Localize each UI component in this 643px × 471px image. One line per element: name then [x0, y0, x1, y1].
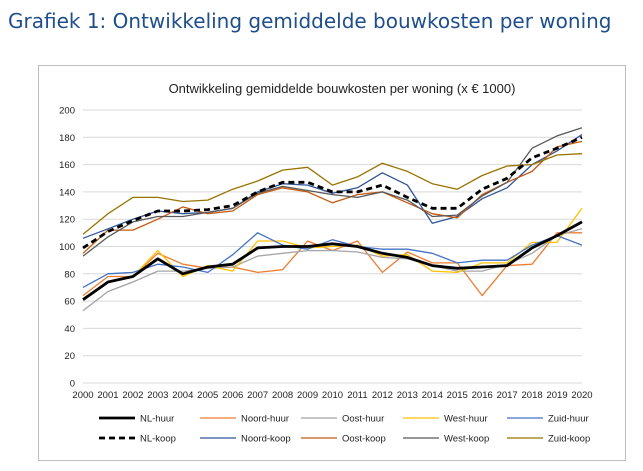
x-tick-label: 2015 — [447, 390, 468, 401]
y-tick-label: 20 — [64, 351, 75, 362]
x-tick-label: 2000 — [72, 390, 93, 401]
y-tick-label: 180 — [59, 133, 75, 144]
series-line-west-koop — [82, 127, 583, 257]
y-axis-ticks: 0 20 40 60 80 100 120 140 160 180 200 — [59, 106, 75, 390]
legend-label-west-koop: West-koop — [444, 434, 489, 445]
x-tick-label: 2006 — [222, 390, 243, 401]
series-line-zuid-koop — [82, 153, 583, 235]
x-axis-ticks: 2000 2001 2002 2003 2004 2005 2006 2007 2008 2009… — [72, 390, 592, 401]
series-line-nl-koop — [82, 136, 583, 250]
legend-label-nl-koop: NL-koop — [140, 434, 176, 445]
series-line-noord-koop — [82, 134, 583, 239]
legend: NL-huur Noord-huur Oost-huur West-huur Zuid-… — [99, 414, 590, 445]
x-tick-label: 2019 — [546, 390, 567, 401]
y-tick-label: 40 — [64, 324, 75, 335]
chart-frame: Ontwikkeling gemiddelde bouwkosten per w… — [38, 65, 626, 461]
x-tick-label: 2003 — [147, 390, 168, 401]
x-tick-label: 2008 — [272, 390, 293, 401]
series-line-oost-huur — [82, 228, 583, 312]
y-tick-label: 200 — [59, 106, 75, 117]
page-title: Grafiek 1: Ontwikkeling gemiddelde bouwk… — [8, 9, 612, 33]
x-tick-label: 2010 — [322, 390, 343, 401]
y-tick-label: 80 — [64, 269, 75, 280]
x-tick-label: 2002 — [122, 390, 143, 401]
legend-label-noord-huur: Noord-huur — [241, 414, 289, 425]
legend-label-oost-koop: Oost-koop — [342, 434, 386, 445]
y-tick-label: 100 — [59, 242, 75, 253]
x-tick-label: 2016 — [472, 390, 493, 401]
x-tick-label: 2017 — [497, 390, 518, 401]
x-tick-label: 2014 — [422, 390, 443, 401]
legend-label-zuid-huur: Zuid-huur — [548, 414, 589, 425]
y-tick-label: 160 — [59, 160, 75, 171]
legend-label-nl-huur: NL-huur — [140, 414, 174, 425]
x-tick-label: 2004 — [172, 390, 193, 401]
series-line-west-huur — [82, 207, 583, 299]
x-tick-label: 2001 — [97, 390, 118, 401]
y-tick-label: 0 — [70, 379, 75, 390]
x-tick-label: 2013 — [397, 390, 418, 401]
legend-label-oost-huur: Oost-huur — [342, 414, 384, 425]
series-lines — [82, 127, 583, 312]
x-tick-label: 2005 — [197, 390, 218, 401]
x-tick-label: 2012 — [372, 390, 393, 401]
y-tick-label: 140 — [59, 187, 75, 198]
legend-label-noord-koop: Noord-koop — [241, 434, 291, 445]
x-tick-label: 2018 — [522, 390, 543, 401]
y-tick-label: 60 — [64, 297, 75, 308]
x-tick-label: 2007 — [247, 390, 268, 401]
x-tick-label: 2011 — [347, 390, 367, 401]
series-line-nl-huur — [82, 220, 583, 301]
x-tick-label: 2020 — [571, 390, 592, 401]
line-chart: Ontwikkeling gemiddelde bouwkosten per w… — [59, 81, 592, 445]
legend-label-zuid-koop: Zuid-koop — [548, 434, 590, 445]
x-tick-label: 2009 — [297, 390, 318, 401]
legend-label-west-huur: West-huur — [444, 414, 488, 425]
chart-title: Ontwikkeling gemiddelde bouwkosten per w… — [169, 81, 516, 96]
y-tick-label: 120 — [59, 215, 75, 226]
